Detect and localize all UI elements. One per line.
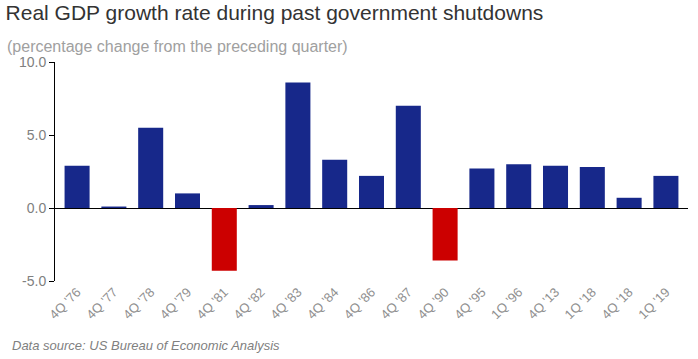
svg-text:4Q '77: 4Q '77 bbox=[83, 285, 120, 322]
svg-text:4Q '90: 4Q '90 bbox=[414, 285, 451, 322]
svg-text:Data source: US Bureau of Econ: Data source: US Bureau of Economic Analy… bbox=[12, 338, 280, 353]
svg-text:1Q '19: 1Q '19 bbox=[635, 285, 672, 322]
svg-text:(percentage change from the pr: (percentage change from the preceding qu… bbox=[7, 38, 348, 55]
svg-text:1Q '96: 1Q '96 bbox=[488, 285, 525, 322]
svg-text:4Q '79: 4Q '79 bbox=[157, 285, 194, 322]
svg-text:4Q '95: 4Q '95 bbox=[451, 285, 488, 322]
svg-text:4Q '82: 4Q '82 bbox=[230, 285, 267, 322]
svg-text:Real GDP growth rate during pa: Real GDP growth rate during past governm… bbox=[6, 1, 544, 24]
svg-text:4Q '78: 4Q '78 bbox=[120, 285, 157, 322]
svg-text:1Q '18: 1Q '18 bbox=[562, 285, 599, 322]
svg-text:-5.0: -5.0 bbox=[22, 273, 46, 289]
svg-text:4Q '83: 4Q '83 bbox=[267, 285, 304, 322]
svg-text:4Q '87: 4Q '87 bbox=[378, 285, 415, 322]
svg-text:5.0: 5.0 bbox=[27, 127, 47, 143]
svg-text:4Q '18: 4Q '18 bbox=[598, 285, 635, 322]
svg-text:4Q '86: 4Q '86 bbox=[341, 285, 378, 322]
svg-text:4Q '13: 4Q '13 bbox=[525, 285, 562, 322]
svg-text:4Q '81: 4Q '81 bbox=[194, 285, 231, 322]
svg-text:0.0: 0.0 bbox=[27, 200, 47, 216]
svg-text:10.0: 10.0 bbox=[19, 54, 46, 70]
svg-text:4Q '84: 4Q '84 bbox=[304, 285, 341, 322]
svg-text:4Q '76: 4Q '76 bbox=[46, 285, 83, 322]
